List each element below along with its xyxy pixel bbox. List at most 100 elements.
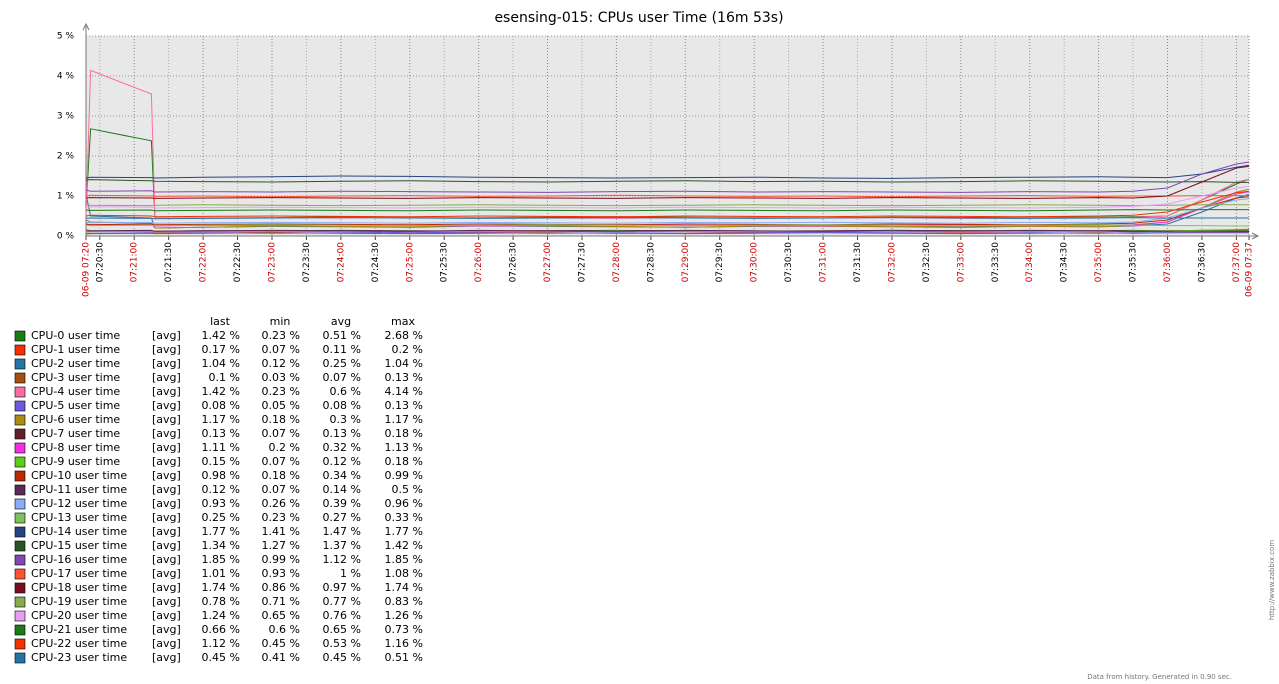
- legend-swatch: [14, 554, 26, 566]
- legend-name: CPU-22 user time: [31, 637, 127, 650]
- legend-stat: 2.68 %: [385, 329, 423, 342]
- x-tick-label: 07:35:30: [1129, 242, 1139, 283]
- legend-stat: 0.99 %: [262, 553, 300, 566]
- legend-stat: 0.12 %: [262, 357, 300, 370]
- series-line: [85, 217, 1249, 220]
- legend-stat: 1.12 %: [323, 553, 361, 566]
- legend-name: CPU-11 user time: [31, 483, 127, 496]
- legend-stat: 0.86 %: [262, 581, 300, 594]
- legend-name: CPU-1 user time: [31, 343, 120, 356]
- x-tick-label: 07:20:30: [95, 242, 105, 283]
- x-tick-label: 07:27:00: [543, 242, 553, 283]
- legend-stat: 0.73 %: [385, 623, 423, 636]
- legend-name: CPU-17 user time: [31, 567, 127, 580]
- legend-stat: 0.39 %: [323, 497, 361, 510]
- legend-swatch: [14, 526, 26, 538]
- legend-swatch: [14, 456, 26, 468]
- legend-stat: 0.14 %: [323, 483, 361, 496]
- legend-func: [avg]: [152, 371, 181, 384]
- x-tick-label: 07:31:00: [819, 242, 829, 283]
- legend-stat: 1.85 %: [385, 553, 423, 566]
- legend-name: CPU-5 user time: [31, 399, 120, 412]
- series-line: [85, 209, 1249, 212]
- x-tick-label: 07:32:30: [922, 242, 932, 283]
- x-tick-label: 07:25:30: [440, 242, 450, 283]
- legend-stat: 0.83 %: [385, 595, 423, 608]
- legend-swatch: [14, 442, 26, 454]
- legend-stat: 0.18 %: [262, 413, 300, 426]
- legend-swatch: [14, 358, 26, 370]
- legend-stat: 0.11 %: [323, 343, 361, 356]
- chart-title: esensing-015: CPUs user Time (16m 53s): [494, 10, 783, 26]
- legend-func: [avg]: [152, 553, 181, 566]
- series-line: [85, 165, 1250, 199]
- legend-func: [avg]: [152, 469, 181, 482]
- legend-stat: 1.85 %: [202, 553, 240, 566]
- legend-swatch: [14, 330, 26, 342]
- legend-stat: 0.32 %: [323, 441, 361, 454]
- legend-stat: 1.42 %: [385, 539, 423, 552]
- x-tick-label: 07:28:00: [612, 242, 622, 283]
- y-tick-label: 2 %: [57, 152, 75, 162]
- legend-stat: 0.6 %: [269, 623, 300, 636]
- legend-name: CPU-2 user time: [31, 357, 120, 370]
- legend-func: [avg]: [152, 581, 181, 594]
- legend-stat: 0.1 %: [209, 371, 240, 384]
- legend-stat: 0.97 %: [323, 581, 361, 594]
- legend-header: last: [210, 315, 231, 328]
- legend-stat: 0.6 %: [330, 385, 361, 398]
- legend-stat: 0.07 %: [323, 371, 361, 384]
- x-tick-label: 07:33:30: [991, 242, 1001, 283]
- legend-func: [avg]: [152, 385, 181, 398]
- axis-arrow: [82, 22, 90, 31]
- legend-stat: 0.65 %: [262, 609, 300, 622]
- legend-swatch: [14, 400, 26, 412]
- legend-stat: 1.17 %: [202, 413, 240, 426]
- legend-stat: 0.71 %: [262, 595, 300, 608]
- x-tick-label: 07:21:00: [130, 242, 140, 283]
- legend-stat: 0.5 %: [392, 483, 423, 496]
- legend-stat: 1.34 %: [202, 539, 240, 552]
- legend-swatch: [14, 498, 26, 510]
- legend-stat: 1.17 %: [385, 413, 423, 426]
- legend-func: [avg]: [152, 483, 181, 496]
- x-tick-label: 07:28:30: [646, 242, 656, 283]
- legend-name: CPU-4 user time: [31, 385, 120, 398]
- legend-stat: 0.41 %: [262, 651, 300, 664]
- legend-func: [avg]: [152, 651, 181, 664]
- legend-stat: 0.66 %: [202, 623, 240, 636]
- legend-func: [avg]: [152, 609, 181, 622]
- legend-stat: 0.07 %: [262, 483, 300, 496]
- legend-stat: 0.07 %: [262, 343, 300, 356]
- x-tick-label: 06-09 07:20: [82, 242, 92, 297]
- x-tick-label: 07:22:30: [233, 242, 243, 283]
- legend-swatch: [14, 372, 26, 384]
- legend-func: [avg]: [152, 595, 181, 608]
- legend-func: [avg]: [152, 623, 181, 636]
- x-tick-label: 07:27:30: [577, 242, 587, 283]
- x-tick-label: 07:25:00: [405, 242, 415, 283]
- legend-func: [avg]: [152, 357, 181, 370]
- legend-stat: 0.23 %: [262, 329, 300, 342]
- legend-stat: 0.05 %: [262, 399, 300, 412]
- axis-arrow: [1251, 232, 1260, 240]
- legend-stat: 0.34 %: [323, 469, 361, 482]
- plot-area: [86, 36, 1249, 236]
- x-tick-label: 07:26:30: [509, 242, 519, 283]
- legend-swatch: [14, 428, 26, 440]
- x-tick-label: 07:35:00: [1094, 242, 1104, 283]
- legend-func: [avg]: [152, 511, 181, 524]
- y-tick-label: 0 %: [57, 232, 75, 242]
- legend-stat: 0.17 %: [202, 343, 240, 356]
- legend-func: [avg]: [152, 329, 181, 342]
- x-tick-label: 07:30:30: [784, 242, 794, 283]
- series-line: [85, 188, 1250, 229]
- series-line: [85, 231, 1249, 235]
- x-tick-label: 07:30:00: [750, 242, 760, 283]
- legend-stat: 0.96 %: [385, 497, 423, 510]
- legend-func: [avg]: [152, 567, 181, 580]
- legend-name: CPU-18 user time: [31, 581, 127, 594]
- legend-swatch: [14, 652, 26, 664]
- legend-stat: 0.12 %: [202, 483, 240, 496]
- legend-func: [avg]: [152, 441, 181, 454]
